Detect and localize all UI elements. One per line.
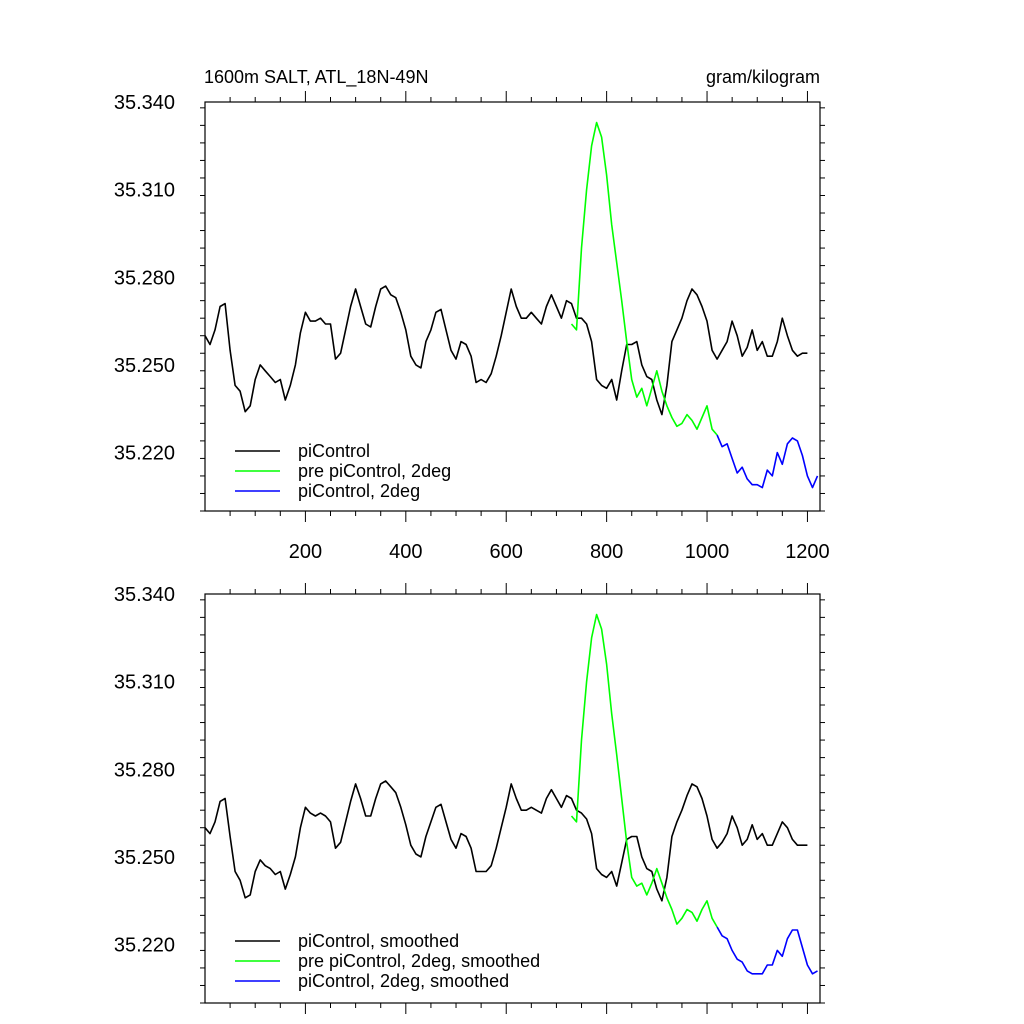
chart-title: 1600m SALT, ATL_18N-49N bbox=[204, 67, 428, 88]
x-tick-label: 400 bbox=[389, 541, 422, 563]
legend-label: pre piControl, 2deg, smoothed bbox=[298, 951, 540, 971]
y-tick-label: 35.220 bbox=[114, 935, 175, 957]
top-panel: 35.220 35.250 35.280 35.310 35.340 200 400 600 8… bbox=[114, 91, 830, 563]
y-tick-label: 35.250 bbox=[114, 847, 175, 869]
x-tick-label: 800 bbox=[590, 541, 623, 563]
series-line-pre-picontrol-2deg-smoothed bbox=[570, 613, 718, 928]
bottom-panel: 35.220 35.250 35.280 35.310 35.340 piControl,… bbox=[114, 583, 825, 1014]
plot-frame bbox=[204, 101, 821, 512]
y-tick-label: 35.310 bbox=[114, 180, 175, 202]
y-tick-label: 35.310 bbox=[114, 672, 175, 694]
y-tick-label: 35.340 bbox=[114, 92, 175, 114]
x-tick-label: 1200 bbox=[785, 541, 830, 563]
y-tick-label: 35.280 bbox=[114, 759, 175, 781]
legend-label: piControl bbox=[298, 441, 370, 461]
y-tick-label: 35.250 bbox=[114, 355, 175, 377]
plot-frame bbox=[204, 593, 821, 1004]
x-tick-label: 600 bbox=[490, 541, 523, 563]
y-tick-label: 35.340 bbox=[114, 584, 175, 606]
x-tick-label: 1000 bbox=[685, 541, 730, 563]
series-line-picontrol-smoothed bbox=[204, 780, 808, 902]
series-line-picontrol-2deg bbox=[716, 434, 819, 489]
legend-label: piControl, 2deg bbox=[298, 481, 420, 501]
legend-label: piControl, 2deg, smoothed bbox=[298, 971, 509, 991]
y-tick-label: 35.220 bbox=[114, 443, 175, 465]
x-tick-label: 200 bbox=[289, 541, 322, 563]
series-line-picontrol-2deg-smoothed bbox=[716, 926, 818, 975]
series-line-pre-picontrol-2deg bbox=[570, 121, 718, 436]
series-line-picontrol bbox=[204, 285, 808, 416]
legend-label: pre piControl, 2deg bbox=[298, 461, 451, 481]
units-label: gram/kilogram bbox=[706, 67, 820, 87]
legend-label: piControl, smoothed bbox=[298, 931, 459, 951]
y-tick-label: 35.280 bbox=[114, 267, 175, 289]
